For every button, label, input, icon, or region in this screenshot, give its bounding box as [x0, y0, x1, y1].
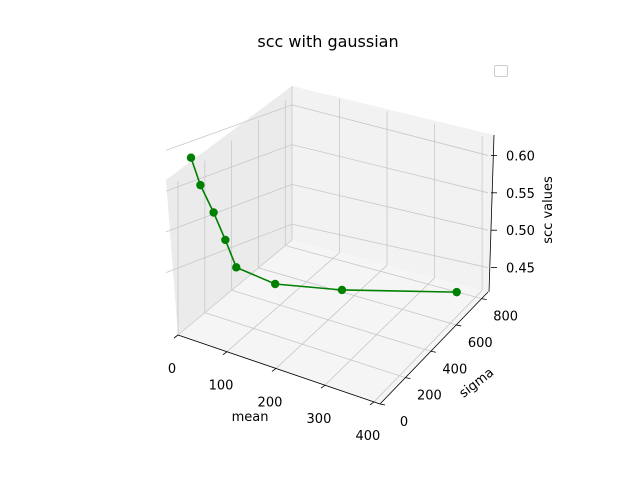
y-tick-label: 200 — [417, 389, 442, 404]
z-tick-label: 0.55 — [506, 187, 535, 202]
x-axis-line — [177, 334, 381, 405]
z-tick-label: 0.50 — [506, 224, 535, 239]
data-series — [186, 153, 461, 297]
chart-title: scc with gaussian — [257, 32, 399, 51]
series-line — [190, 157, 457, 293]
data-point — [232, 263, 241, 272]
z-axis-label: scc values — [541, 176, 556, 244]
y-grid-line — [285, 245, 482, 299]
legend — [494, 65, 508, 77]
axis-panes — [166, 86, 494, 404]
z-tick-label: 0.45 — [506, 262, 535, 277]
floor-pane — [178, 240, 488, 404]
x-grid-line — [275, 264, 388, 369]
y-tick-mark — [405, 377, 411, 380]
y-tick-label: 400 — [442, 362, 467, 377]
x-tick-mark — [369, 401, 375, 406]
back-pane-left — [166, 86, 292, 335]
x-tick-mark — [173, 334, 179, 339]
x-grid-line — [324, 277, 435, 386]
y-tick-label: 600 — [468, 336, 493, 351]
x-tick-label: 400 — [356, 429, 381, 444]
x-tick-mark — [320, 384, 326, 389]
y-grid-line — [231, 289, 431, 352]
y-grid-line — [204, 312, 406, 379]
grid-lines — [165, 86, 489, 405]
z-axis-line — [488, 134, 495, 293]
x-tick-label: 100 — [209, 379, 234, 394]
x-tick-label: 200 — [258, 395, 283, 410]
tick-labels: 010020030040002004006008000.450.500.550.… — [168, 149, 535, 444]
x-tick-mark — [222, 351, 228, 356]
y-tick-mark — [430, 350, 436, 353]
data-point — [337, 285, 347, 295]
y-tick-mark — [481, 298, 487, 300]
y-grid-line — [258, 267, 457, 326]
z-grid-line — [165, 183, 489, 233]
x-grid-line — [177, 239, 293, 336]
y-tick-label: 0 — [400, 415, 408, 430]
z-grid-line — [165, 104, 489, 156]
z-tick-label: 0.60 — [506, 149, 535, 164]
x-tick-label: 300 — [307, 412, 332, 427]
z-grid-line — [165, 144, 489, 194]
back-pane-right — [292, 86, 494, 292]
z-grid-line — [165, 223, 489, 273]
data-point — [270, 279, 280, 289]
data-point — [452, 287, 461, 297]
data-point — [221, 235, 230, 245]
axis-lines — [173, 134, 497, 406]
x-axis-label: mean — [232, 410, 269, 425]
y-tick-mark — [379, 403, 386, 406]
x-tick-mark — [271, 368, 277, 372]
x-tick-label: 0 — [168, 362, 176, 377]
y-axis-line — [379, 291, 489, 405]
y-tick-label: 800 — [493, 310, 518, 325]
x-grid-line — [226, 252, 340, 353]
y-tick-mark — [456, 324, 462, 327]
data-point — [196, 180, 205, 190]
data-point — [209, 208, 218, 217]
data-point — [186, 153, 196, 162]
x-grid-line — [373, 290, 483, 403]
